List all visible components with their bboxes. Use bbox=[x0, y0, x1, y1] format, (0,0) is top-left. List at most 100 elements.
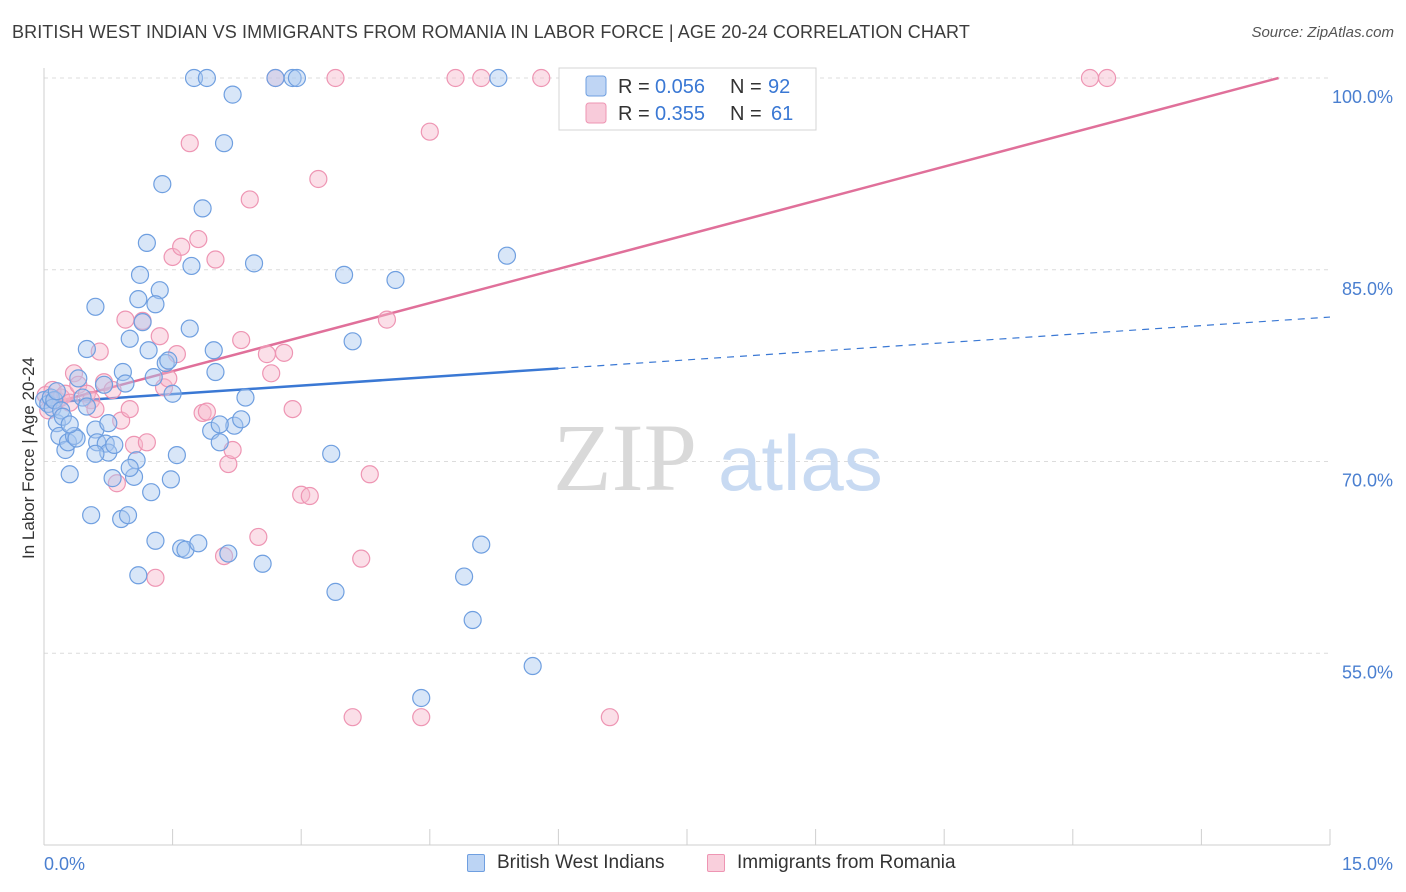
bwi-point bbox=[60, 465, 79, 484]
bwi-point bbox=[53, 407, 72, 426]
legend-r-value-romania: 0.355 bbox=[655, 103, 705, 125]
legend-swatch-bwi bbox=[585, 75, 607, 97]
bwi-point bbox=[142, 483, 161, 502]
romania-point bbox=[232, 330, 251, 350]
bwi-point bbox=[334, 265, 354, 284]
bwi-point bbox=[210, 415, 229, 434]
bwi-point bbox=[105, 435, 124, 454]
trend-lines bbox=[43, 76, 1331, 407]
romania-point bbox=[120, 399, 139, 419]
legend-n-value-bwi: 92 bbox=[768, 76, 790, 98]
y-tick-label: 100.0% bbox=[1332, 87, 1393, 107]
romania-point bbox=[326, 68, 345, 88]
bwi-point bbox=[159, 351, 178, 370]
legend-n-label-romania: N = bbox=[730, 103, 762, 125]
source-credit: Source: ZipAtlas.com bbox=[1251, 24, 1394, 41]
bwi-point bbox=[161, 470, 180, 489]
bwi-point bbox=[127, 451, 146, 470]
bwi-point bbox=[489, 68, 508, 88]
bwi-point bbox=[197, 68, 216, 88]
bottom-legend-swatch-bwi bbox=[467, 854, 485, 872]
bwi-point bbox=[180, 319, 199, 338]
axes bbox=[43, 68, 1331, 846]
bwi-trend-line-extension bbox=[558, 316, 1331, 370]
bwi-point bbox=[103, 469, 122, 488]
legend-swatch-romania bbox=[585, 102, 607, 124]
bwi-point bbox=[77, 339, 96, 359]
watermark: ZIP atlas bbox=[553, 404, 883, 511]
romania-point bbox=[189, 229, 208, 249]
bottom-legend-item-bwi: British West Indians bbox=[467, 852, 665, 874]
bwi-point bbox=[69, 369, 88, 388]
bwi-point bbox=[146, 531, 165, 550]
legend-n-label-bwi: N = bbox=[730, 76, 762, 98]
bwi-point bbox=[133, 313, 152, 332]
romania-point bbox=[262, 364, 281, 383]
bwi-point bbox=[412, 688, 431, 708]
x-tick-label: 0.0% bbox=[44, 854, 85, 874]
bwi-point bbox=[99, 414, 118, 433]
bwi-point bbox=[118, 506, 138, 525]
bwi-point bbox=[193, 199, 212, 218]
bwi-point bbox=[236, 388, 255, 407]
bwi-point bbox=[73, 388, 92, 407]
romania-point bbox=[283, 399, 302, 419]
romania-point bbox=[219, 454, 238, 474]
romania-point bbox=[274, 343, 294, 362]
bwi-point bbox=[523, 656, 542, 676]
romania-point bbox=[180, 134, 199, 153]
romania-point bbox=[257, 345, 277, 364]
y-axis-title: In Labor Force | Age 20-24 bbox=[19, 357, 38, 559]
bwi-trend-line bbox=[43, 367, 559, 404]
bwi-point bbox=[322, 444, 341, 463]
romania-point bbox=[197, 402, 216, 421]
romania-point bbox=[300, 486, 319, 506]
series-romania-points bbox=[36, 68, 1117, 727]
bwi-point bbox=[204, 341, 223, 360]
bwi-point bbox=[223, 85, 242, 104]
bottom-legend-item-romania: Immigrants from Romania bbox=[707, 852, 956, 874]
bwi-point bbox=[253, 554, 272, 573]
romania-point bbox=[377, 310, 397, 329]
romania-point bbox=[412, 708, 431, 727]
bwi-point bbox=[137, 233, 156, 253]
bwi-point bbox=[184, 68, 204, 88]
bwi-point bbox=[113, 362, 132, 382]
bwi-point bbox=[130, 265, 150, 284]
bwi-point bbox=[52, 401, 71, 420]
legend-r-value-bwi: 0.056 bbox=[655, 76, 705, 98]
bwi-point bbox=[210, 433, 229, 452]
legend-r-label-bwi: R = bbox=[618, 76, 650, 98]
bottom-legend-label-bwi: British West Indians bbox=[497, 852, 665, 873]
romania-point bbox=[249, 527, 268, 547]
romania-point bbox=[352, 549, 371, 568]
romania-point bbox=[150, 327, 169, 346]
romania-point bbox=[240, 190, 259, 209]
bwi-point bbox=[156, 353, 175, 373]
romania-point bbox=[1080, 68, 1100, 88]
bwi-point bbox=[77, 397, 96, 416]
watermark-atlas: atlas bbox=[718, 419, 883, 507]
romania-point bbox=[446, 68, 465, 88]
bwi-point bbox=[206, 362, 225, 382]
romania-point bbox=[420, 122, 439, 141]
bwi-point bbox=[167, 446, 186, 465]
bwi-point bbox=[129, 290, 148, 309]
romania-trend-line bbox=[43, 76, 1279, 407]
romania-point bbox=[116, 310, 135, 329]
bwi-point bbox=[139, 341, 158, 360]
bwi-point bbox=[153, 175, 172, 194]
romania-point bbox=[532, 68, 551, 88]
bwi-point bbox=[266, 68, 285, 88]
romania-point bbox=[146, 568, 165, 587]
bwi-point bbox=[463, 610, 482, 630]
bwi-point bbox=[144, 368, 163, 387]
bwi-point bbox=[120, 329, 139, 348]
bwi-point bbox=[116, 374, 135, 393]
bwi-point bbox=[60, 415, 79, 434]
bwi-point bbox=[386, 270, 405, 290]
gridlines bbox=[44, 77, 1330, 654]
bwi-point bbox=[86, 444, 105, 463]
bwi-point bbox=[120, 458, 139, 477]
